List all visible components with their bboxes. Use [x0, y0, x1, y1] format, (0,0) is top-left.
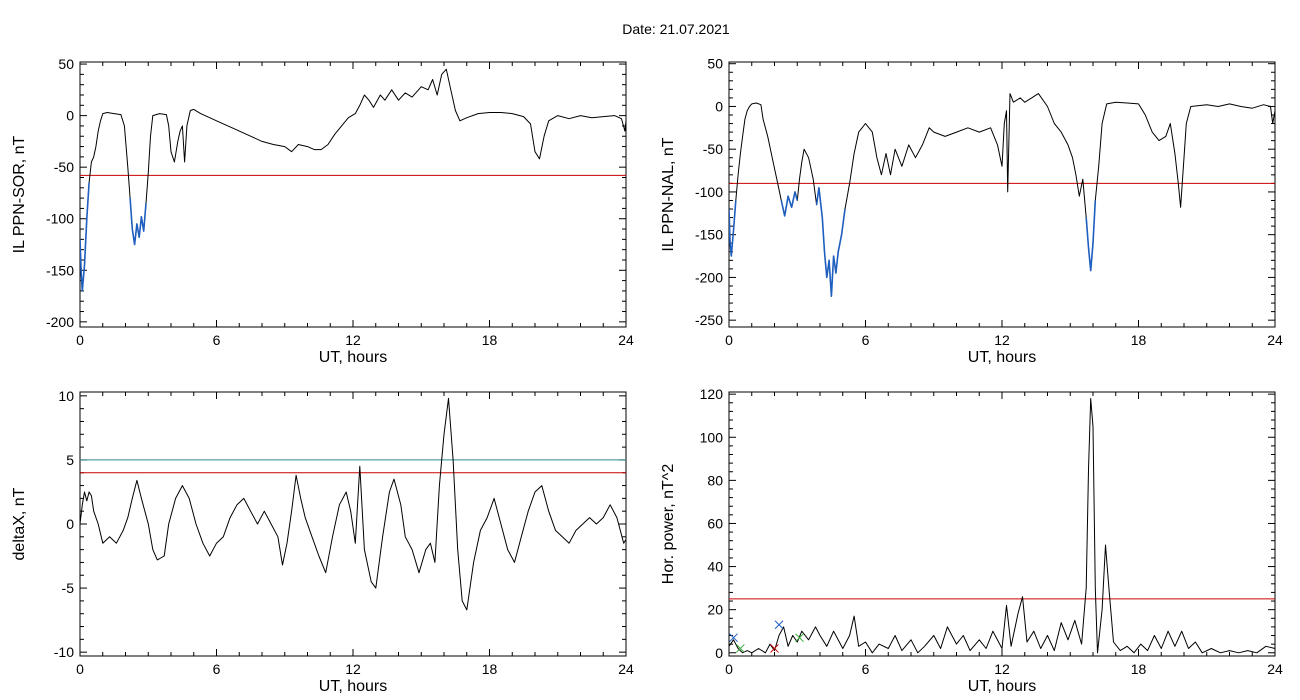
- plot-frame: [728, 61, 1276, 328]
- series-line: [729, 93, 1275, 297]
- x-axis-label: UT, hours: [319, 349, 387, 366]
- figure-title: Date: 21.07.2021: [622, 21, 730, 37]
- y-tick-label: 5: [66, 452, 74, 468]
- series-highlight-segment: [1085, 200, 1097, 272]
- marker-cross: [729, 633, 738, 643]
- x-tick-label: 0: [76, 332, 84, 348]
- y-tick-label: 0: [715, 98, 723, 114]
- panel-il-ppn-sor: 0 6 12 18 24 50 0 -50 -100 -150 -200 UT, hours IL PP…: [11, 56, 634, 366]
- y-tick-label: 0: [66, 108, 74, 124]
- x-tick-label: 0: [725, 332, 733, 348]
- y-tick-label: -100: [695, 184, 723, 200]
- y-tick-label: -150: [695, 227, 723, 243]
- y-tick-label: -10: [54, 644, 74, 660]
- x-tick-label: 6: [862, 332, 870, 348]
- y-tick-label: -150: [46, 262, 74, 278]
- panel-il-ppn-nal: 0 6 12 18 24 50 0 -50 -100 -150 -200 -250 UT, hours I…: [660, 56, 1283, 366]
- x-tick-label: 18: [482, 332, 498, 348]
- x-tick-label: 12: [994, 332, 1010, 348]
- y-tick-label: -5: [62, 580, 75, 596]
- y-tick-label: 0: [715, 645, 723, 661]
- marker-cross: [736, 644, 745, 653]
- x-tick-label: 12: [345, 661, 361, 677]
- marker-cross: [774, 620, 784, 630]
- x-tick-label: 6: [862, 661, 870, 677]
- y-tick-label: -250: [695, 312, 723, 328]
- y-tick-label: 120: [700, 386, 724, 402]
- series-highlight-segment: [80, 182, 90, 292]
- x-tick-label: 24: [618, 661, 634, 677]
- x-tick-label: 6: [213, 661, 221, 677]
- series-line: [80, 397, 626, 611]
- y-axis-label: IL PPN-NAL, nT: [660, 137, 677, 251]
- x-axis-label: UT, hours: [319, 678, 387, 695]
- x-tick-label: 12: [994, 661, 1010, 677]
- y-tick-label: 20: [707, 602, 723, 618]
- y-tick-label: 50: [58, 56, 74, 72]
- plot-frame: [728, 391, 1276, 657]
- y-tick-label: 0: [66, 516, 74, 532]
- x-axis-label: UT, hours: [968, 349, 1036, 366]
- x-tick-label: 18: [1131, 332, 1147, 348]
- y-tick-label: -50: [703, 141, 723, 157]
- x-tick-label: 0: [76, 661, 84, 677]
- x-tick-label: 18: [1131, 661, 1147, 677]
- x-tick-label: 12: [345, 332, 361, 348]
- x-tick-label: 24: [618, 332, 634, 348]
- y-tick-label: 80: [707, 472, 723, 488]
- marker-cross: [795, 633, 804, 643]
- marker-cross: [770, 644, 779, 653]
- plot-frame: [79, 61, 627, 328]
- y-tick-label: 10: [58, 388, 74, 404]
- series-line: [80, 68, 626, 292]
- x-tick-label: 0: [725, 661, 733, 677]
- series-highlight-segment: [815, 186, 846, 298]
- y-tick-label: -100: [46, 211, 74, 227]
- y-tick-label: 100: [700, 429, 724, 445]
- x-tick-label: 18: [482, 661, 498, 677]
- y-tick-label: -200: [695, 269, 723, 285]
- x-tick-label: 24: [1267, 661, 1283, 677]
- x-tick-label: 24: [1267, 332, 1283, 348]
- y-tick-label: -200: [46, 314, 74, 330]
- y-tick-label: 60: [707, 515, 723, 531]
- y-axis-label: IL PPN-SOR, nT: [11, 135, 28, 253]
- panel-deltax: 0 6 12 18 24 10 5 0 -5 -10 UT, hours deltaX, nT: [11, 388, 634, 695]
- x-axis-label: UT, hours: [968, 678, 1036, 695]
- panel-hor-power: 0 6 12 18 24 120 100 80 60 40 20 0 UT, hours Hor. pow…: [660, 386, 1283, 695]
- series-highlight-segment: [780, 191, 799, 217]
- y-tick-label: 40: [707, 559, 723, 575]
- series-highlight-segment: [729, 200, 737, 257]
- y-axis-label: deltaX, nT: [11, 487, 28, 560]
- y-tick-label: 50: [707, 56, 723, 72]
- series-highlight-segment: [129, 198, 147, 246]
- x-tick-label: 6: [213, 332, 221, 348]
- series-line: [729, 398, 1275, 654]
- y-axis-label: Hor. power, nT^2: [660, 464, 677, 585]
- y-tick-label: -50: [54, 159, 74, 175]
